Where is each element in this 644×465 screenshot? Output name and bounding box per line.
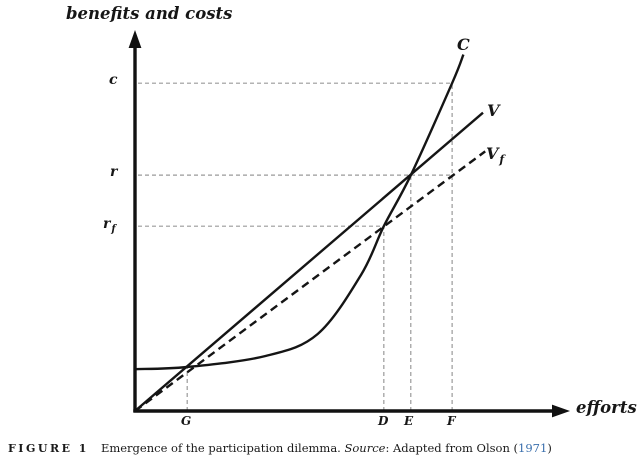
curve-C [134, 54, 465, 371]
x-tick-G: G [181, 414, 192, 428]
plot-area: benefits and costs efforts C V Vf c r rf… [66, 4, 637, 428]
y-axis-arrow-icon [128, 30, 142, 48]
caption-source-label: Source [344, 441, 386, 455]
y-axis-title: benefits and costs [66, 4, 233, 23]
curve-Vf [134, 150, 486, 412]
x-tick-E: E [404, 414, 414, 428]
guide-lines [138, 82, 453, 411]
curve-V [134, 111, 484, 412]
x-tick-D: D [378, 414, 389, 428]
x-axis-arrow-icon [552, 404, 570, 418]
chart-canvas [128, 30, 570, 418]
curve-label-Vf: Vf [486, 144, 505, 167]
x-axis-title: efforts [576, 398, 637, 417]
caption-source-rest: : Adapted from Olson ( [385, 441, 519, 455]
x-tick-F: F [447, 414, 456, 428]
caption-label: FIGURE 1 [8, 442, 89, 455]
caption-source-close: ) [547, 441, 552, 455]
y-tick-r: r [110, 164, 118, 180]
y-axis [128, 30, 142, 412]
x-axis [133, 404, 570, 418]
caption-text: Emergence of the participation dilemma. [100, 441, 345, 455]
y-tick-c: c [109, 72, 118, 88]
curve-label-V: V [487, 101, 500, 120]
y-tick-rf: rf [103, 216, 116, 235]
caption-source-year-link[interactable]: 1971 [518, 441, 548, 455]
curve-label-C: C [457, 35, 470, 54]
figure-caption: FIGURE 1 Emergence of the participation d… [8, 441, 638, 456]
